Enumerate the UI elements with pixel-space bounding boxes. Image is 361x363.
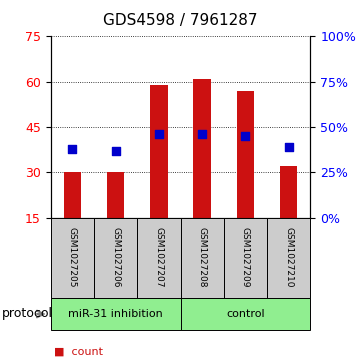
Point	[286, 144, 292, 150]
Point	[113, 148, 118, 154]
Text: GSM1027209: GSM1027209	[241, 228, 250, 288]
Bar	[150, 85, 168, 218]
Text: GSM1027210: GSM1027210	[284, 228, 293, 288]
Point	[156, 131, 162, 137]
Bar	[237, 91, 254, 218]
Bar	[107, 172, 124, 218]
Text: protocol: protocol	[2, 307, 53, 321]
Point	[199, 131, 205, 137]
Text: control: control	[226, 309, 265, 319]
Point	[243, 133, 248, 139]
Text: GSM1027207: GSM1027207	[155, 228, 163, 288]
Bar	[193, 79, 211, 218]
Bar	[280, 166, 297, 218]
Point	[69, 146, 75, 152]
Text: ■  count: ■ count	[54, 347, 103, 357]
Text: GDS4598 / 7961287: GDS4598 / 7961287	[103, 13, 258, 28]
Text: GSM1027205: GSM1027205	[68, 228, 77, 288]
Text: GSM1027206: GSM1027206	[111, 228, 120, 288]
Text: GSM1027208: GSM1027208	[198, 228, 206, 288]
Bar	[64, 172, 81, 218]
Text: miR-31 inhibition: miR-31 inhibition	[68, 309, 163, 319]
